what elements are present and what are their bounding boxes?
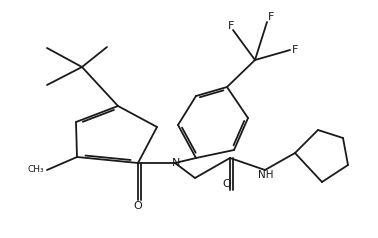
Text: F: F [228, 21, 234, 31]
Text: O: O [134, 201, 143, 211]
Text: CH₃: CH₃ [27, 165, 44, 174]
Text: F: F [292, 45, 298, 55]
Text: NH: NH [258, 170, 274, 180]
Text: F: F [268, 12, 274, 22]
Text: N: N [172, 158, 180, 168]
Text: O: O [223, 179, 231, 189]
